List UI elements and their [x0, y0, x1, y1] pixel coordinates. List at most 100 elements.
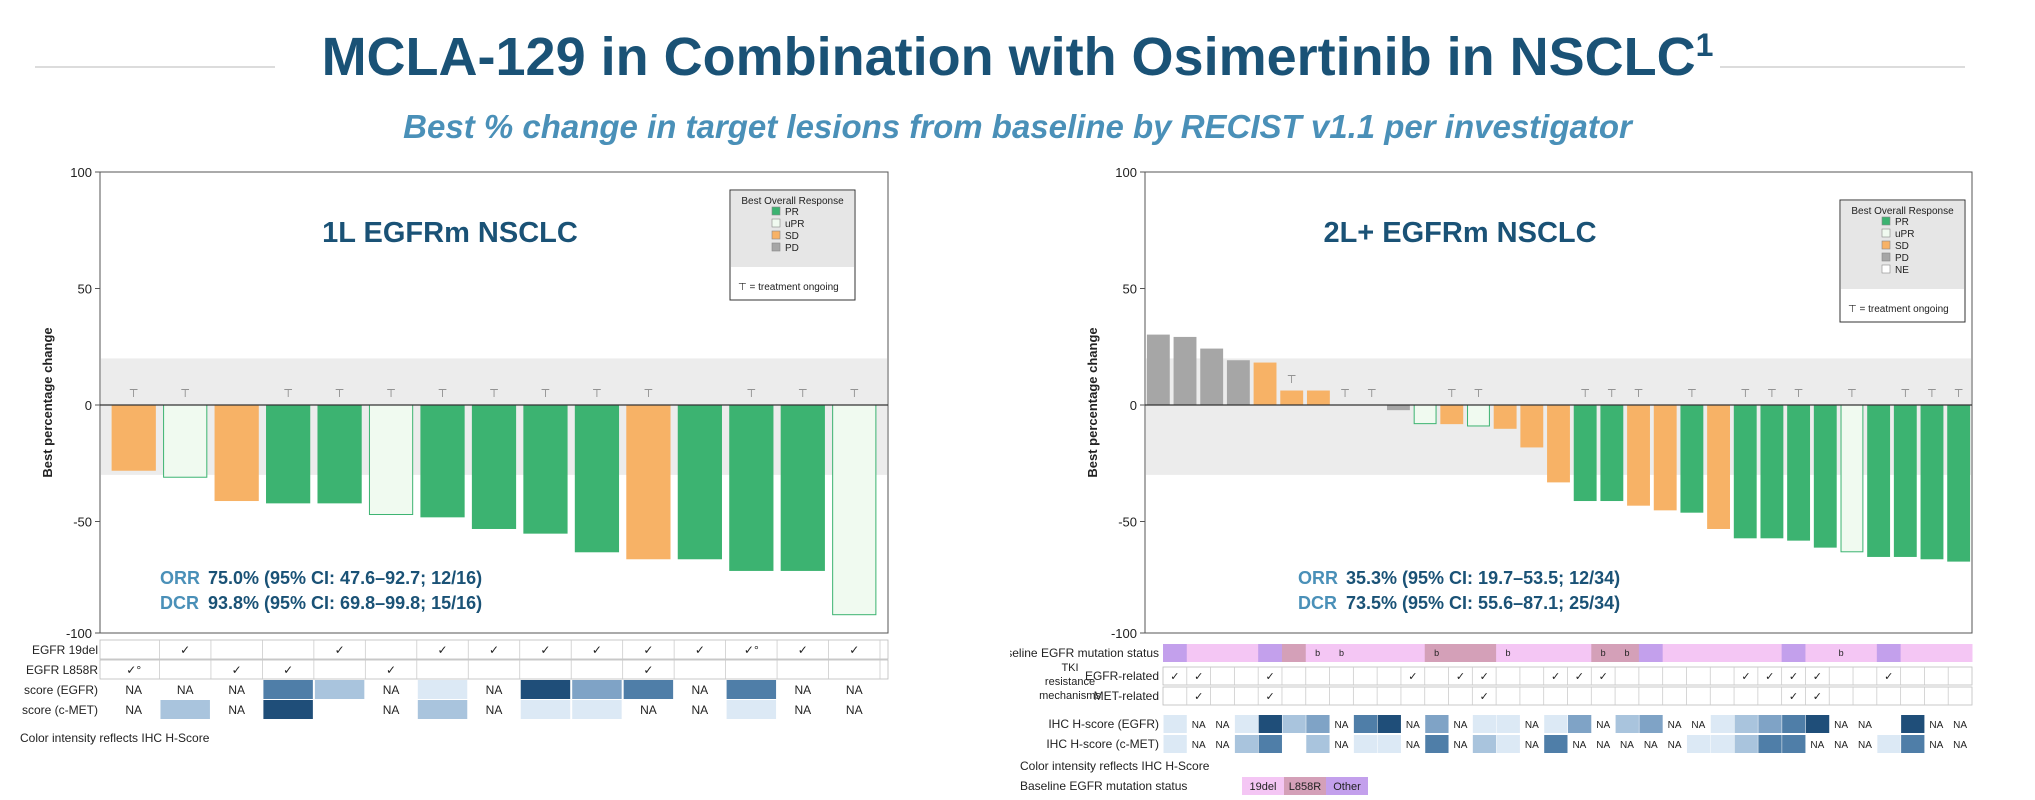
mutation-cell: [1543, 644, 1568, 662]
treatment-ongoing-marker: ⊤: [129, 388, 139, 400]
treatment-ongoing-marker: ⊤: [849, 388, 859, 400]
mutation-cell: [1686, 644, 1711, 662]
tki-label-line: mechanisms: [1039, 690, 1101, 702]
legend-shade: [731, 191, 854, 267]
mutation-cell: [1210, 644, 1235, 662]
response-bar: [1787, 404, 1811, 541]
table-row-label: EGFR 19del: [32, 643, 98, 657]
response-bar: [266, 404, 311, 504]
ihc-met-cell-na: NA: [1192, 740, 1206, 751]
mutation-mark: b: [1315, 648, 1320, 658]
ihc-met-cell-na: NA: [1525, 740, 1539, 751]
ihc-met-cell: [1782, 735, 1806, 753]
egfr-19del-check: ✓: [849, 643, 859, 657]
mutation-mark: b: [1839, 648, 1844, 658]
mutation-legend-label: Baseline EGFR mutation status: [1020, 779, 1187, 793]
response-bar: [1226, 360, 1250, 406]
legend-item-label: SD: [1895, 241, 1909, 252]
ihc-egfr-cell: [1496, 715, 1520, 733]
page-title: MCLA-129 in Combination with Osimertinib…: [321, 27, 1714, 87]
ihc-met-cell: [1686, 735, 1711, 753]
treatment-ongoing-marker: ⊤: [1740, 388, 1750, 400]
mutation-cell: [1757, 644, 1783, 662]
legend-swatch: [771, 218, 781, 228]
ihc-egfr-cell: [1758, 715, 1782, 733]
treatment-ongoing-marker: ⊤: [283, 388, 293, 400]
ihc-egfr-cell: [1282, 715, 1306, 733]
egfr-l858r-check: ✓°: [126, 663, 141, 677]
response-bar: [1493, 404, 1517, 429]
mutation-cell: [1615, 644, 1640, 662]
treatment-ongoing-marker: ⊤: [1634, 388, 1644, 400]
mutation-mark: b: [1506, 648, 1511, 658]
dcr-label: DCR: [160, 593, 199, 613]
legend-swatch: [1881, 252, 1891, 262]
y-tick-label: -100: [66, 626, 92, 641]
met-related-check: ✓: [1789, 691, 1798, 703]
y-tick-label: 100: [1115, 165, 1137, 180]
legend-item-label: NE: [1895, 265, 1909, 276]
egfr-related-check: ✓: [1575, 671, 1584, 683]
table-row-label: score (EGFR): [24, 683, 98, 697]
mutation-cell: [1900, 644, 1925, 662]
ihc-egfr-cell-na: NA: [1192, 720, 1206, 731]
treatment-ongoing-marker: ⊤: [438, 388, 448, 400]
mutation-cell: [1638, 644, 1664, 662]
ihc-egfr-cell-na: NA: [177, 683, 194, 697]
mutation-cell: [1519, 644, 1545, 662]
treatment-ongoing-marker: ⊤: [1340, 388, 1350, 400]
legend-ongoing-note: ⊤ = treatment ongoing: [1848, 304, 1949, 315]
mutation-cell: [1281, 644, 1307, 662]
egfr-related-check: ✓: [1408, 671, 1417, 683]
tki-label-line: resistance: [1045, 676, 1095, 688]
ihc-egfr-cell: [1615, 715, 1639, 733]
mutation-legend-item: Other: [1333, 781, 1361, 793]
ihc-met-cell: [1877, 735, 1901, 753]
response-bar: [1306, 390, 1330, 406]
egfr-19del-check: ✓: [335, 643, 345, 657]
response-bar: [1867, 404, 1891, 557]
response-bar: [1653, 404, 1677, 511]
treatment-ongoing-marker: ⊤: [1794, 388, 1804, 400]
ihc-egfr-cell: [1734, 715, 1758, 733]
ihc-met-cell-na: NA: [1834, 740, 1848, 751]
legend-swatch: [1881, 216, 1891, 226]
response-bar: [780, 404, 825, 571]
ihc-met-cell-na: NA: [692, 703, 709, 717]
ihc-egfr-cell-na: NA: [1596, 720, 1610, 731]
egfr-l858r-check: ✓: [386, 663, 396, 677]
treatment-ongoing-marker: ⊤: [1901, 388, 1911, 400]
ihc-egfr-cell: [1782, 715, 1806, 733]
ihc-egfr-cell-na: NA: [383, 683, 400, 697]
title-rule-right: [1720, 66, 1965, 68]
ihc-egfr-cell: [1472, 715, 1497, 733]
egfr-related-check: ✓: [1170, 671, 1179, 683]
ihc-egfr-cell-na: NA: [1929, 720, 1943, 731]
response-bar: [1547, 404, 1570, 483]
legend-title: Best Overall Response: [1851, 206, 1954, 217]
y-tick-label: 50: [1123, 282, 1137, 297]
mutation-cell: [1472, 644, 1497, 662]
egfr-related-label: EGFR-related: [1085, 669, 1159, 683]
response-bar: [1253, 362, 1277, 406]
treatment-ongoing-marker: ⊤: [1447, 388, 1457, 400]
legend-swatch: [1881, 264, 1891, 274]
egfr-19del-check: ✓: [695, 643, 705, 657]
mutation-legend-swatch: [1284, 777, 1326, 795]
ihc-egfr-cell-na: NA: [486, 683, 503, 697]
ihc-egfr-cell: [1639, 715, 1663, 733]
ihc-egfr-cell: [314, 680, 365, 699]
mutation-cell: [1734, 644, 1759, 662]
ihc-met-cell-na: NA: [1453, 740, 1467, 751]
mutation-cell: [1329, 644, 1354, 662]
response-bar: [1200, 348, 1224, 406]
treatment-ongoing-marker: ⊤: [644, 388, 654, 400]
response-bar: [1467, 404, 1490, 427]
orr-label: ORR: [1298, 568, 1338, 588]
mutation-legend-swatch: [1242, 777, 1284, 795]
egfr-19del-check: ✓: [438, 643, 448, 657]
ihc-met-cell: [1258, 735, 1282, 753]
response-bar: [1627, 404, 1650, 506]
mutation-cell: [1805, 644, 1830, 662]
legend-swatch: [1881, 228, 1891, 238]
